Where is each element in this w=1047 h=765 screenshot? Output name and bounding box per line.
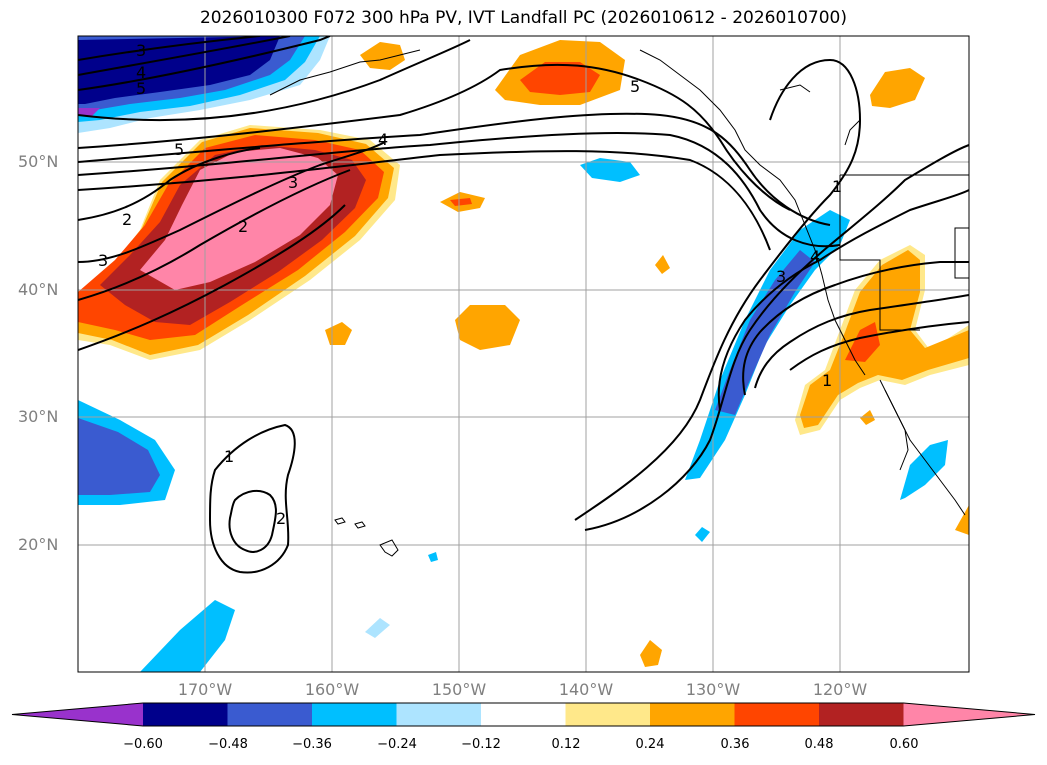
colorbar-segment bbox=[143, 703, 228, 726]
map-frame bbox=[77, 35, 970, 673]
lon-label-170w: 170°W bbox=[177, 680, 233, 699]
colorbar-segment bbox=[481, 703, 566, 726]
shading-nw-negative bbox=[78, 36, 330, 133]
contour-label: 2 bbox=[122, 210, 132, 229]
colorbar bbox=[11, 702, 1036, 727]
colorbar-segment bbox=[227, 703, 313, 726]
colorbar-extend-low bbox=[12, 703, 143, 726]
shading-mid-blobs bbox=[325, 68, 925, 667]
lon-label-160w: 160°W bbox=[304, 680, 360, 699]
colorbar-extend-high bbox=[903, 703, 1035, 726]
lat-label-40n: 40°N bbox=[18, 280, 59, 299]
shading-coastal-negative bbox=[685, 210, 948, 500]
contour-lines bbox=[78, 36, 969, 574]
lat-label-30n: 30°N bbox=[18, 407, 59, 426]
colorbar-tick: 0.36 bbox=[720, 737, 750, 752]
colorbar-tick: −0.24 bbox=[377, 737, 417, 752]
plot-area: 3 4 5 5 3 2 4 2 3 5 1 3 4 1 1 2 bbox=[78, 36, 969, 672]
lat-label-50n: 50°N bbox=[18, 152, 59, 171]
colorbar-tick: −0.48 bbox=[208, 737, 248, 752]
map-title: 2026010300 F072 300 hPa PV, IVT Landfall… bbox=[199, 8, 847, 28]
lon-label-120w: 120°W bbox=[812, 680, 868, 699]
shading-top-positive bbox=[360, 40, 625, 105]
colorbar-segment bbox=[650, 703, 735, 726]
contour-label: 5 bbox=[630, 77, 640, 96]
contour-label: 4 bbox=[378, 130, 388, 149]
contour-label: 5 bbox=[174, 140, 184, 159]
contour-labels: 3 4 5 5 3 2 4 2 3 5 1 3 4 1 1 2 bbox=[98, 41, 842, 528]
lon-label-150w: 150°W bbox=[431, 680, 487, 699]
shading-west-negative bbox=[78, 400, 175, 505]
colorbar-tick: 0.12 bbox=[551, 737, 581, 752]
shading-sw-negative bbox=[140, 600, 235, 672]
shading-se-positive bbox=[795, 245, 969, 535]
contour-label: 3 bbox=[136, 41, 146, 60]
contour-label: 3 bbox=[288, 173, 298, 192]
colorbar-tick: −0.12 bbox=[461, 737, 501, 752]
colorbar-segment bbox=[396, 703, 482, 726]
colorbar-outline bbox=[11, 702, 1036, 727]
colorbar-tick: 0.60 bbox=[889, 737, 919, 752]
colorbar-segment bbox=[819, 703, 904, 726]
colorbar-segment bbox=[312, 703, 397, 726]
lat-label-20n: 20°N bbox=[18, 535, 59, 554]
colorbar-tick: 0.24 bbox=[635, 737, 665, 752]
contour-label: 2 bbox=[276, 509, 286, 528]
contour-label: 3 bbox=[776, 267, 786, 286]
contour-label: 4 bbox=[136, 63, 146, 82]
colorbar-tick: −0.60 bbox=[123, 737, 163, 752]
lon-label-130w: 130°W bbox=[685, 680, 741, 699]
lon-label-140w: 140°W bbox=[558, 680, 614, 699]
coastlines bbox=[269, 49, 969, 557]
contour-label: 1 bbox=[822, 371, 832, 390]
contour-label: 5 bbox=[136, 79, 146, 98]
contour-label: 4 bbox=[810, 247, 820, 266]
colorbar-tick: −0.36 bbox=[292, 737, 332, 752]
colorbar-tick: 0.48 bbox=[804, 737, 834, 752]
colorbar-segment bbox=[565, 703, 651, 726]
contour-label: 2 bbox=[238, 217, 248, 236]
contour-label: 1 bbox=[832, 177, 842, 196]
colorbar-segment bbox=[734, 703, 820, 726]
contour-label: 3 bbox=[98, 251, 108, 270]
contour-label: 1 bbox=[224, 447, 234, 466]
